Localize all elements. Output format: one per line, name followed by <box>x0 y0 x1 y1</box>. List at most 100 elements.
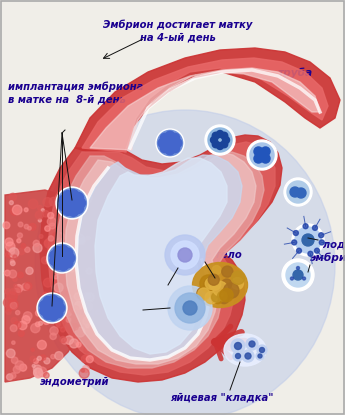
Circle shape <box>209 278 221 290</box>
Circle shape <box>56 320 65 328</box>
Circle shape <box>11 208 18 215</box>
Circle shape <box>86 268 92 274</box>
Circle shape <box>85 239 95 249</box>
Circle shape <box>39 321 42 325</box>
Circle shape <box>13 255 17 259</box>
Circle shape <box>319 233 324 238</box>
Circle shape <box>208 128 232 152</box>
Circle shape <box>43 198 52 207</box>
Circle shape <box>231 278 244 289</box>
Circle shape <box>75 301 83 309</box>
Text: эндометрий: эндометрий <box>40 377 110 387</box>
Circle shape <box>40 306 49 315</box>
Circle shape <box>59 303 68 313</box>
Circle shape <box>242 350 254 362</box>
Circle shape <box>59 201 69 211</box>
Circle shape <box>57 254 60 258</box>
Circle shape <box>293 230 298 235</box>
Circle shape <box>43 210 49 217</box>
Circle shape <box>85 345 90 350</box>
Circle shape <box>53 298 63 308</box>
Circle shape <box>10 325 17 332</box>
Circle shape <box>49 295 58 305</box>
Circle shape <box>287 181 309 203</box>
Circle shape <box>13 277 17 281</box>
Circle shape <box>18 330 24 337</box>
Circle shape <box>15 361 24 369</box>
Circle shape <box>220 288 233 302</box>
Polygon shape <box>56 152 264 368</box>
Polygon shape <box>48 142 275 375</box>
Circle shape <box>71 305 79 314</box>
Circle shape <box>38 205 42 210</box>
Circle shape <box>18 248 25 255</box>
Circle shape <box>68 264 76 272</box>
Circle shape <box>210 137 217 144</box>
Circle shape <box>74 293 81 300</box>
Circle shape <box>60 290 66 296</box>
Circle shape <box>22 283 29 290</box>
Circle shape <box>63 308 72 317</box>
Circle shape <box>236 354 240 359</box>
Circle shape <box>54 275 58 279</box>
Circle shape <box>58 188 86 217</box>
Circle shape <box>63 248 73 258</box>
Circle shape <box>313 225 317 230</box>
Circle shape <box>218 291 227 301</box>
Circle shape <box>18 222 23 227</box>
Circle shape <box>68 197 71 200</box>
Circle shape <box>315 248 319 253</box>
Circle shape <box>86 325 89 328</box>
Circle shape <box>40 355 46 360</box>
Circle shape <box>212 266 221 274</box>
Circle shape <box>42 292 48 297</box>
Circle shape <box>245 353 251 359</box>
Circle shape <box>183 301 197 315</box>
Circle shape <box>22 316 30 324</box>
Circle shape <box>3 222 10 229</box>
Circle shape <box>56 187 88 219</box>
Circle shape <box>171 241 199 269</box>
Text: желтое тело: желтое тело <box>168 250 242 260</box>
Circle shape <box>158 139 167 147</box>
Circle shape <box>261 154 270 163</box>
Circle shape <box>67 262 72 267</box>
Circle shape <box>47 217 56 226</box>
Circle shape <box>7 306 12 311</box>
Circle shape <box>166 131 175 140</box>
Circle shape <box>39 234 43 238</box>
Circle shape <box>50 327 58 335</box>
Circle shape <box>49 197 58 206</box>
Circle shape <box>55 270 60 275</box>
Circle shape <box>35 372 41 378</box>
Circle shape <box>171 133 180 142</box>
Circle shape <box>45 226 50 231</box>
Circle shape <box>303 224 308 229</box>
Circle shape <box>296 248 302 253</box>
Circle shape <box>44 240 50 246</box>
Circle shape <box>18 272 23 278</box>
Circle shape <box>57 242 66 252</box>
Circle shape <box>3 298 13 308</box>
Circle shape <box>54 298 63 307</box>
Circle shape <box>254 154 263 163</box>
Circle shape <box>173 139 182 147</box>
Circle shape <box>35 211 43 219</box>
Circle shape <box>54 318 57 321</box>
Circle shape <box>83 275 91 284</box>
Circle shape <box>293 270 303 280</box>
Circle shape <box>44 358 50 364</box>
Circle shape <box>59 246 68 255</box>
Circle shape <box>212 132 219 139</box>
Circle shape <box>261 147 270 156</box>
Text: имплантация эмбриона
в матке на  8-й день: имплантация эмбриона в матке на 8-й день <box>8 82 144 104</box>
Circle shape <box>72 258 76 261</box>
Circle shape <box>24 208 28 212</box>
Circle shape <box>18 233 22 238</box>
Circle shape <box>56 322 60 326</box>
Circle shape <box>26 267 33 274</box>
Circle shape <box>211 292 221 302</box>
Circle shape <box>10 288 16 294</box>
Circle shape <box>68 263 71 266</box>
Circle shape <box>78 278 85 286</box>
